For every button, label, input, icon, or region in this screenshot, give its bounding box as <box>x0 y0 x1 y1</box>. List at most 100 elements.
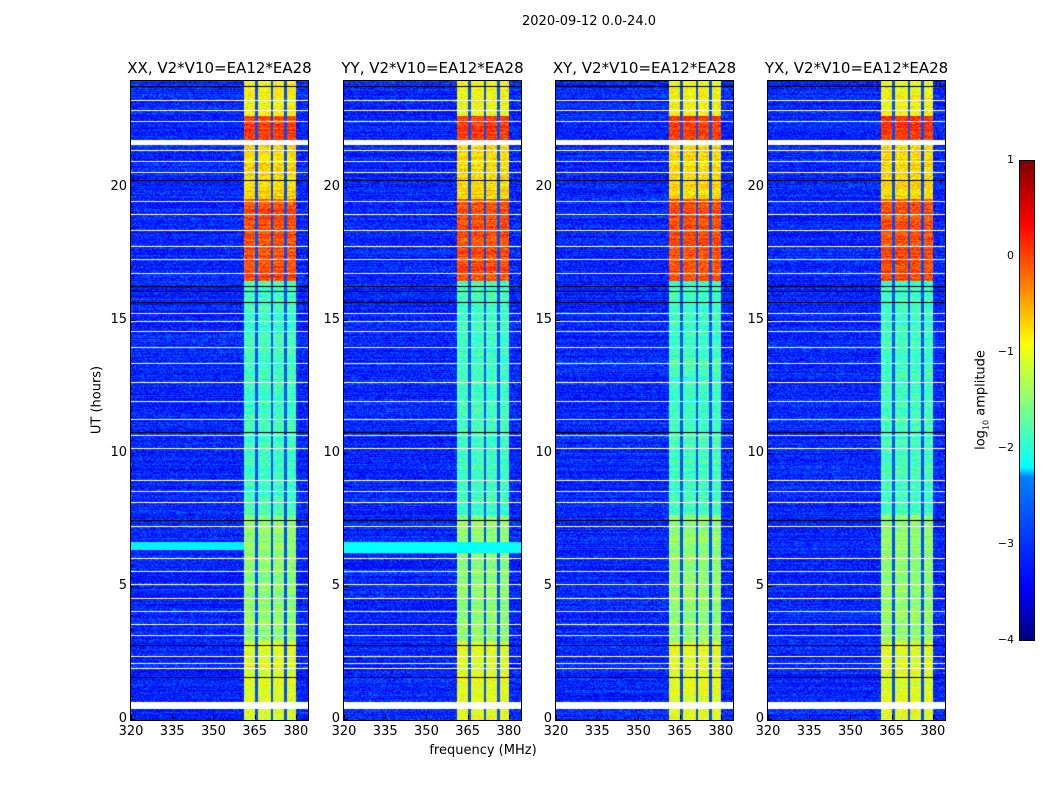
x-tick-label: 350 <box>626 724 651 739</box>
x-tick-label: 320 <box>543 724 569 739</box>
colorbar-tick-label: 1 <box>1007 153 1014 166</box>
colorbar <box>1019 160 1035 641</box>
heatmap-canvas <box>344 81 521 720</box>
colorbar-label: log10 amplitude <box>974 350 991 450</box>
x-tick-mark <box>131 715 132 719</box>
colorbar-label-main: log <box>973 430 989 450</box>
x-tick-mark <box>385 715 387 719</box>
x-tick-label: 335 <box>584 724 610 739</box>
x-tick-mark <box>508 715 510 719</box>
x-tick-mark <box>679 715 681 719</box>
y-tick-mark <box>556 186 560 188</box>
y-tick-mark <box>344 585 348 587</box>
y-tick-mark <box>344 452 348 454</box>
x-axis-label: frequency (MHz) <box>429 743 537 758</box>
x-tick-label: 380 <box>496 724 522 739</box>
y-tick-label: 10 <box>110 444 127 460</box>
y-tick-label: 15 <box>535 311 552 327</box>
y-tick-label: 5 <box>755 577 764 593</box>
x-tick-mark <box>295 715 297 719</box>
heatmap-canvas <box>131 81 308 720</box>
x-tick-mark <box>932 715 934 719</box>
x-tick-label: 365 <box>455 724 481 739</box>
x-tick-mark <box>467 715 469 719</box>
y-tick-mark <box>556 585 560 587</box>
x-tick-mark <box>426 715 428 719</box>
x-tick-label: 350 <box>838 724 863 739</box>
y-tick-mark <box>131 452 135 454</box>
y-tick-label: 20 <box>323 178 340 194</box>
y-tick-label: 20 <box>535 178 552 194</box>
y-tick-mark <box>768 186 772 188</box>
heatmap-panel <box>555 80 734 721</box>
panel-title: XY, V2*V10=EA12*EA28 <box>552 59 737 77</box>
y-tick-mark <box>556 452 560 454</box>
y-tick-mark <box>131 719 135 720</box>
x-tick-label: 335 <box>796 724 822 739</box>
x-tick-mark <box>638 715 640 719</box>
y-tick-label: 0 <box>331 711 340 726</box>
x-tick-mark <box>809 715 811 719</box>
x-tick-mark <box>344 715 345 719</box>
colorbar-label-sub: 10 <box>981 419 991 431</box>
colorbar-tick-label: 0 <box>1007 249 1014 262</box>
heatmap-panel <box>130 80 309 721</box>
colorbar-tick-label: −2 <box>997 441 1014 454</box>
y-tick-label: 10 <box>747 444 764 460</box>
x-tick-label: 365 <box>879 724 905 739</box>
y-tick-label: 5 <box>331 577 340 593</box>
y-tick-mark <box>556 719 560 720</box>
y-tick-label: 5 <box>543 577 552 593</box>
y-tick-mark <box>556 319 560 321</box>
y-tick-mark <box>768 585 772 587</box>
x-tick-mark <box>597 715 599 719</box>
y-tick-mark <box>344 319 348 321</box>
y-tick-mark <box>768 319 772 321</box>
x-tick-label: 335 <box>372 724 398 739</box>
y-tick-label: 0 <box>543 711 552 726</box>
y-axis-label: UT (hours) <box>89 365 105 435</box>
y-tick-label: 20 <box>747 178 764 194</box>
y-tick-mark <box>768 452 772 454</box>
colorbar-tick-label: −4 <box>997 633 1014 646</box>
panel-title: YX, V2*V10=EA12*EA28 <box>764 59 949 77</box>
y-tick-label: 0 <box>118 711 127 726</box>
x-tick-mark <box>850 715 852 719</box>
x-tick-label: 350 <box>414 724 439 739</box>
x-tick-label: 350 <box>201 724 226 739</box>
y-tick-mark <box>768 719 772 720</box>
y-tick-label: 0 <box>755 711 764 726</box>
y-tick-label: 10 <box>323 444 340 460</box>
y-tick-mark <box>131 585 135 587</box>
colorbar-tick-label: −1 <box>997 345 1014 358</box>
x-tick-mark <box>768 715 769 719</box>
y-tick-mark <box>344 186 348 188</box>
x-tick-label: 380 <box>708 724 734 739</box>
x-tick-label: 320 <box>755 724 781 739</box>
figure-title: 2020-09-12 0.0-24.0 <box>522 14 656 29</box>
y-tick-label: 15 <box>323 311 340 327</box>
x-tick-label: 335 <box>159 724 185 739</box>
x-tick-mark <box>213 715 215 719</box>
heatmap-panel <box>343 80 522 721</box>
panel-title: YY, V2*V10=EA12*EA28 <box>341 59 524 77</box>
x-tick-mark <box>254 715 256 719</box>
x-tick-mark <box>720 715 722 719</box>
heatmap-panel <box>767 80 946 721</box>
x-tick-label: 380 <box>920 724 946 739</box>
panel-title: XX, V2*V10=EA12*EA28 <box>127 59 312 77</box>
heatmap-canvas <box>556 81 733 720</box>
y-tick-mark <box>344 719 348 720</box>
y-tick-label: 10 <box>535 444 552 460</box>
y-tick-label: 15 <box>747 311 764 327</box>
x-tick-mark <box>891 715 893 719</box>
x-tick-label: 365 <box>667 724 693 739</box>
x-tick-mark <box>556 715 557 719</box>
y-tick-mark <box>131 186 135 188</box>
colorbar-tick-label: −3 <box>997 537 1014 550</box>
y-tick-mark <box>131 319 135 321</box>
x-tick-label: 380 <box>283 724 309 739</box>
x-tick-label: 320 <box>118 724 144 739</box>
y-tick-label: 5 <box>118 577 127 593</box>
